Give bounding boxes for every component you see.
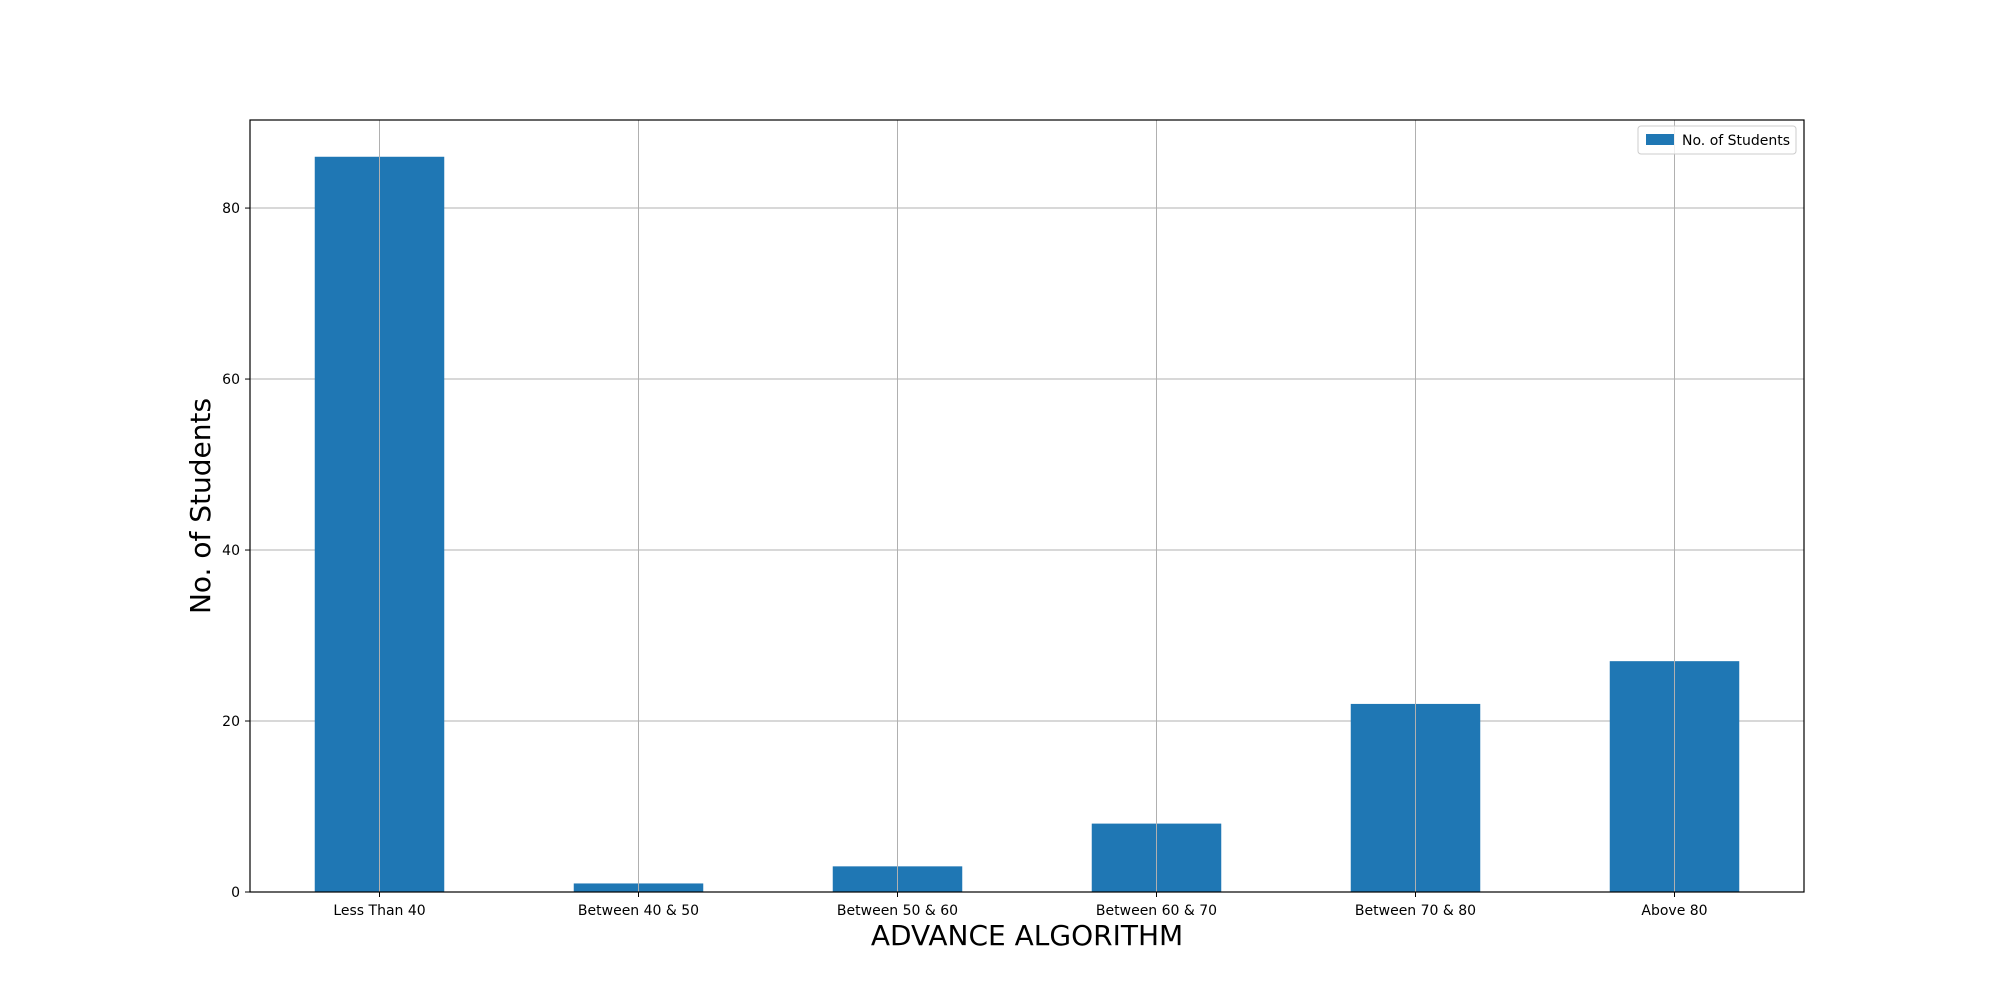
x-grid-lines — [379, 120, 1675, 892]
y-tick-label: 60 — [222, 372, 240, 388]
x-tick-label: Between 40 & 50 — [578, 903, 699, 919]
y-axis-label: No. of Students — [184, 398, 217, 614]
x-axis-label: ADVANCE ALGORITHM — [871, 919, 1183, 952]
legend: No. of Students — [1637, 125, 1797, 155]
y-tick-label: 0 — [231, 885, 240, 901]
x-tick-label: Less Than 40 — [333, 903, 425, 919]
plot-area — [250, 120, 1804, 892]
legend-label: No. of Students — [1682, 133, 1790, 149]
x-axis-ticks: Less Than 40 Between 40 & 50 Between 50 & … — [333, 892, 1708, 919]
legend-box — [1637, 125, 1797, 155]
y-tick-label: 20 — [222, 714, 240, 730]
y-tick-label: 40 — [222, 543, 240, 559]
legend-swatch — [1646, 134, 1674, 145]
x-tick-label: Between 50 & 60 — [837, 903, 958, 919]
plot-frame — [249, 119, 1805, 893]
y-axis-ticks: 0 20 40 60 80 — [222, 201, 250, 901]
x-tick-label: Between 60 & 70 — [1096, 903, 1217, 919]
x-tick-label: Between 70 & 80 — [1355, 903, 1476, 919]
x-tick-label: Above 80 — [1641, 903, 1707, 919]
y-tick-label: 80 — [222, 201, 240, 217]
